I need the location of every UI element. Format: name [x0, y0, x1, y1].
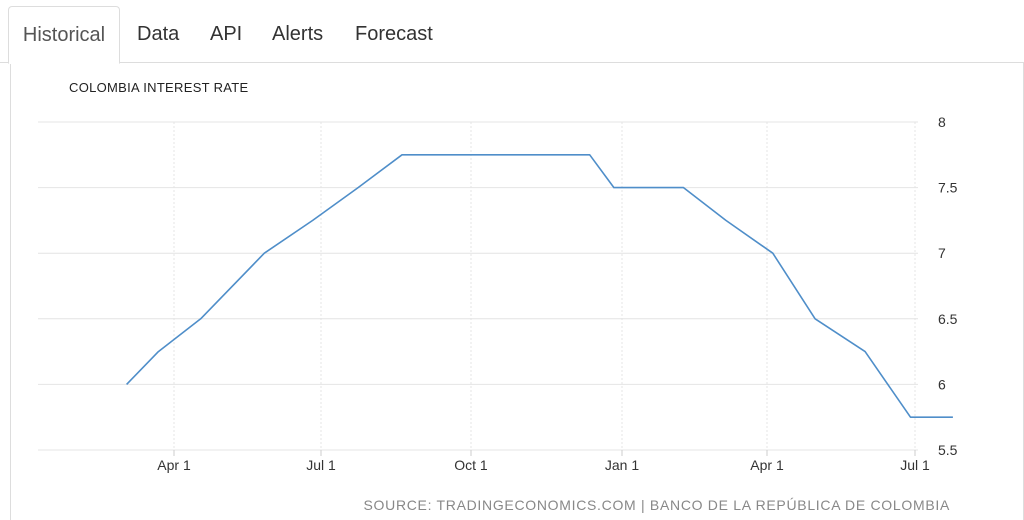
x-tick-label: Oct 1 — [454, 457, 488, 473]
y-tick-label: 5.5 — [938, 442, 958, 458]
chart-title: COLOMBIA INTEREST RATE — [69, 80, 249, 95]
x-tick-label: Jul 1 — [306, 457, 336, 473]
tab-bar: Historical Data API Alerts Forecast — [0, 0, 1024, 64]
tab-data[interactable]: Data — [137, 23, 180, 45]
tab-forecast[interactable]: Forecast — [355, 23, 433, 45]
y-tick-label: 6 — [938, 376, 946, 392]
y-tick-label: 6.5 — [938, 311, 958, 327]
tab-alerts[interactable]: Alerts — [272, 23, 324, 45]
tab-historical[interactable]: Historical — [8, 6, 120, 64]
x-tick-label: Apr 1 — [157, 457, 191, 473]
tab-divider — [0, 62, 1024, 63]
series-line — [126, 154, 953, 419]
x-tick-label: Jan 1 — [605, 457, 639, 473]
tab-api[interactable]: API — [210, 23, 243, 45]
x-tick-label: Apr 1 — [750, 457, 784, 473]
y-tick-label: 8 — [938, 114, 946, 130]
y-tick-label: 7.5 — [938, 180, 958, 196]
y-tick-label: 7 — [938, 245, 946, 261]
source-credit: SOURCE: TRADINGECONOMICS.COM | BANCO DE … — [363, 497, 950, 513]
x-tick-label: Jul 1 — [900, 457, 930, 473]
